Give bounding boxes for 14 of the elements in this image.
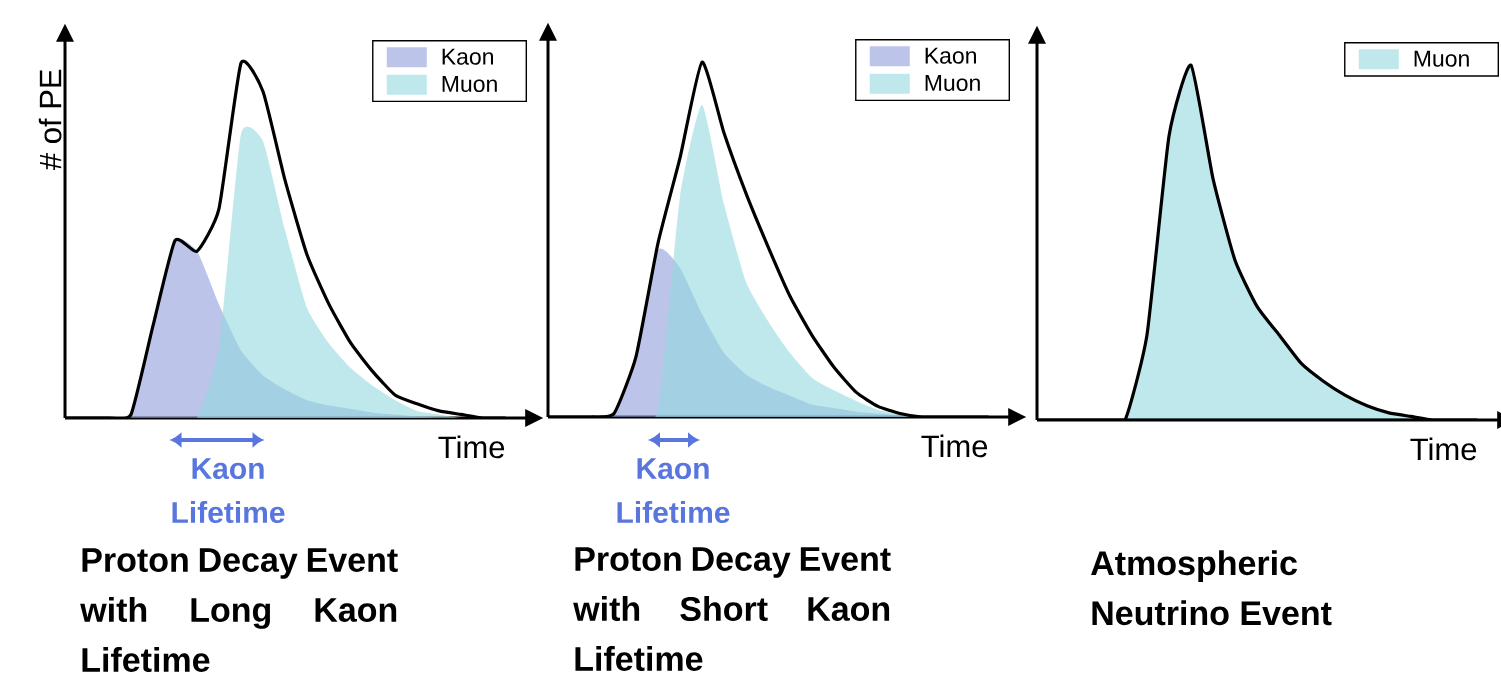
x-axis-title: Time (1410, 437, 1477, 461)
text: Proton Decay Event with Long Kaon Lifetime (80, 548, 398, 672)
text: Atmospheric Neutrino Event (1091, 550, 1332, 626)
text: Kaon Lifetime (617, 458, 730, 524)
text: Proton Decay Event with Short Kaon Lifetime (573, 547, 891, 671)
x-axis-title: Time (438, 435, 505, 459)
legend-label: Kaon (925, 47, 976, 64)
legend-label: Muon (925, 75, 980, 92)
y-axis-title: # of PE (38, 69, 62, 170)
legend-label: Kaon (442, 48, 493, 65)
legend-label: Muon (442, 76, 497, 93)
x-axis-title: Time (921, 434, 988, 458)
legend-label: Muon (1414, 50, 1469, 67)
text: Kaon Lifetime (172, 458, 285, 524)
